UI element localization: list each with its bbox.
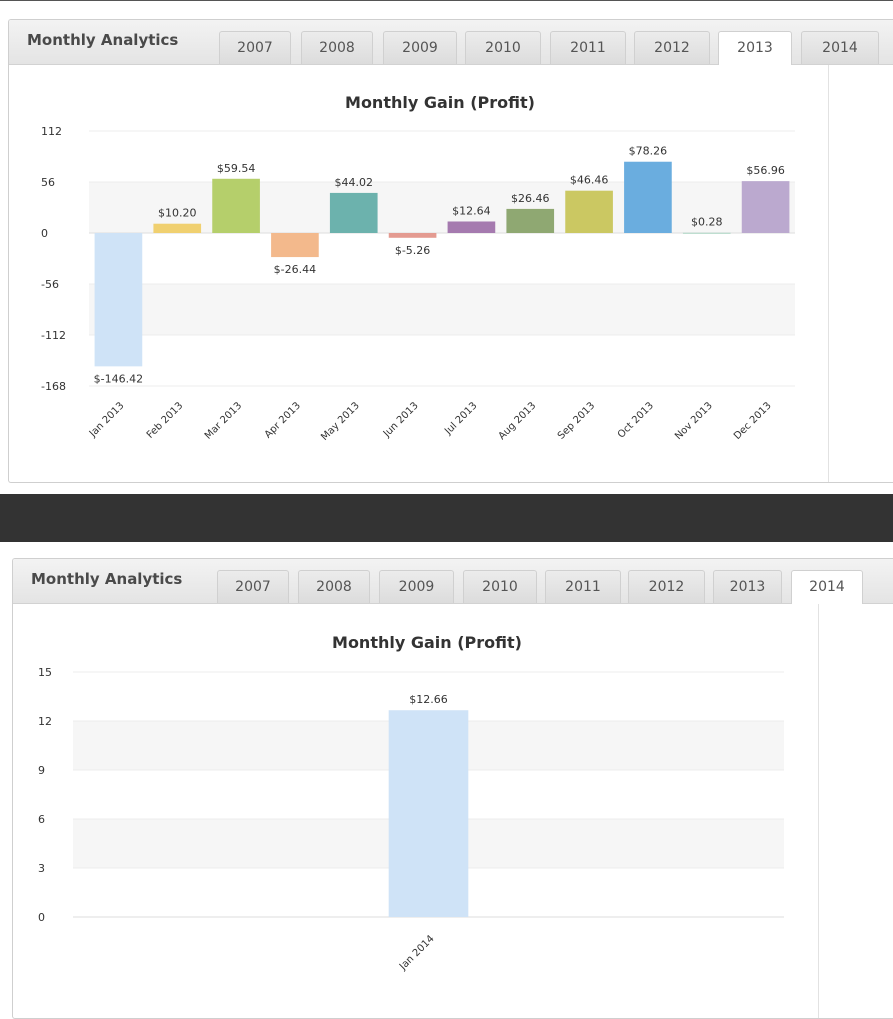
- data-label: $-146.42: [94, 372, 143, 385]
- bar-jun-2013: [388, 233, 437, 238]
- tab-2014[interactable]: 2014: [791, 570, 863, 604]
- monthly-gain-chart-2013: 112 56 0 -56 -112 -168 Monthly Gain (Profit) $-…: [41, 93, 795, 443]
- tab-2014[interactable]: 2014: [801, 31, 879, 64]
- separator-band: [0, 494, 893, 542]
- tab-2007[interactable]: 2007: [217, 570, 289, 603]
- y-tick-label: 9: [38, 764, 45, 777]
- bar-sep-2013: [565, 190, 613, 233]
- data-label: $10.20: [158, 207, 197, 220]
- widget-title: Monthly Analytics: [27, 31, 179, 49]
- x-tick-label: Jan 2014: [397, 933, 437, 973]
- y-tick-label: 12: [38, 715, 52, 728]
- y-tick-label: -56: [41, 278, 59, 291]
- right-panel-divider: [818, 604, 819, 1018]
- monthly-analytics-widget-2014: Monthly Analytics 2007 2008 2009 2010 20…: [12, 558, 893, 1019]
- tab-2011[interactable]: 2011: [550, 31, 626, 64]
- x-tick-label: Jan 2013: [87, 400, 127, 440]
- right-panel-divider: [828, 65, 829, 482]
- bar-dec-2013: [741, 181, 790, 233]
- grid-band: [89, 182, 795, 233]
- widget-header: Monthly Analytics 2007 2008 2009 2010 20…: [9, 20, 893, 65]
- x-tick-label: Apr 2013: [263, 400, 303, 440]
- y-tick-label: -112: [41, 329, 66, 342]
- chart-title: Monthly Gain (Profit): [332, 633, 522, 652]
- bar-jan-2013: [94, 233, 143, 367]
- tab-2009[interactable]: 2009: [383, 31, 457, 64]
- bar-aug-2013: [506, 208, 555, 233]
- chart-title: Monthly Gain (Profit): [345, 93, 535, 112]
- y-tick-label: 3: [38, 862, 45, 875]
- x-tick-label: Sep 2013: [556, 400, 597, 441]
- tab-2013[interactable]: 2013: [718, 31, 792, 65]
- x-tick-label: Dec 2013: [732, 400, 774, 442]
- y-tick-label: 15: [38, 666, 52, 679]
- y-tick-label: 6: [38, 813, 45, 826]
- bar-may-2013: [329, 192, 378, 233]
- y-tick-label: 56: [41, 176, 55, 189]
- widget-title: Monthly Analytics: [31, 570, 183, 588]
- y-tick-label: 112: [41, 125, 62, 138]
- widget-header: Monthly Analytics 2007 2008 2009 2010 20…: [13, 559, 893, 604]
- x-tick-label: Jun 2013: [381, 400, 421, 440]
- data-label: $46.46: [570, 174, 609, 187]
- x-tick-label: Feb 2013: [145, 400, 186, 441]
- data-label: $26.46: [511, 192, 550, 205]
- x-tick-label: Oct 2013: [616, 400, 656, 440]
- data-label: $-26.44: [274, 263, 316, 276]
- x-tick-label: Jul 2013: [442, 400, 479, 437]
- data-label: $12.64: [452, 204, 491, 217]
- tab-2009[interactable]: 2009: [379, 570, 454, 603]
- bar-jan-2014: [388, 710, 469, 917]
- data-label: $59.54: [217, 162, 256, 175]
- x-tick-label: Aug 2013: [497, 400, 539, 442]
- tab-2007[interactable]: 2007: [219, 31, 291, 64]
- tab-2010[interactable]: 2010: [465, 31, 541, 64]
- data-label: $-5.26: [395, 244, 430, 257]
- x-tick-label: Mar 2013: [203, 400, 244, 441]
- tab-2008[interactable]: 2008: [301, 31, 373, 64]
- data-label: $12.66: [409, 693, 448, 706]
- y-tick-label: -168: [41, 380, 66, 393]
- grid-band: [89, 284, 795, 335]
- tab-2008[interactable]: 2008: [298, 570, 370, 603]
- tab-2011[interactable]: 2011: [545, 570, 621, 603]
- monthly-gain-chart-2014: 15 12 9 6 3 0 Monthly Gain (Profit) $12.66 Jan 2…: [38, 633, 784, 973]
- data-label: $78.26: [629, 145, 668, 158]
- tab-2012[interactable]: 2012: [634, 31, 710, 64]
- data-label: $0.28: [691, 216, 723, 229]
- bar-nov-2013: [682, 232, 731, 234]
- data-label: $56.96: [746, 164, 785, 177]
- bar-mar-2013: [212, 178, 260, 233]
- y-tick-label: 0: [38, 911, 45, 924]
- tab-2010[interactable]: 2010: [463, 570, 537, 603]
- data-label: $44.02: [335, 176, 374, 189]
- bar-feb-2013: [153, 223, 202, 233]
- bar-jul-2013: [447, 221, 496, 233]
- top-border-line: [0, 0, 893, 1]
- bar-oct-2013: [624, 161, 672, 233]
- tab-2012[interactable]: 2012: [628, 570, 705, 603]
- x-tick-label: Nov 2013: [673, 400, 715, 442]
- y-tick-label: 0: [41, 227, 48, 240]
- x-tick-label: May 2013: [319, 400, 362, 443]
- bar-apr-2013: [271, 233, 319, 258]
- tab-2013[interactable]: 2013: [713, 570, 782, 603]
- monthly-analytics-widget-2013: Monthly Analytics 2007 2008 2009 2010 20…: [8, 19, 893, 483]
